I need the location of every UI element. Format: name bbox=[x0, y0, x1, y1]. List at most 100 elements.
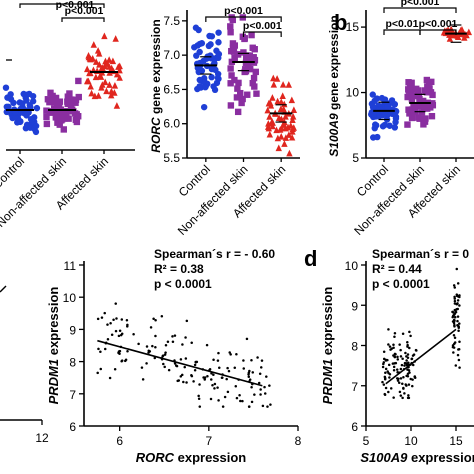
data-point bbox=[234, 108, 242, 116]
data-point bbox=[19, 100, 26, 107]
data-point bbox=[239, 399, 242, 403]
data-point bbox=[96, 371, 99, 375]
data-point bbox=[29, 98, 37, 105]
data-point bbox=[387, 343, 390, 346]
data-point bbox=[269, 403, 272, 406]
data-point bbox=[419, 97, 427, 105]
x-tick-label: 12 bbox=[35, 431, 49, 445]
data-point bbox=[192, 380, 195, 383]
data-point bbox=[429, 100, 436, 107]
data-point bbox=[96, 61, 103, 68]
data-point bbox=[247, 373, 250, 376]
data-point bbox=[407, 361, 410, 365]
y-tick-label: 10 bbox=[346, 86, 360, 100]
data-point bbox=[92, 58, 100, 65]
data-point bbox=[387, 328, 390, 331]
data-point bbox=[278, 133, 285, 140]
data-point bbox=[381, 365, 385, 369]
data-point bbox=[29, 92, 37, 100]
data-point bbox=[381, 380, 384, 384]
data-point bbox=[229, 353, 232, 356]
data-point bbox=[215, 29, 222, 36]
data-point bbox=[454, 364, 458, 367]
data-point bbox=[269, 94, 276, 101]
data-point bbox=[261, 404, 265, 408]
data-point bbox=[103, 87, 110, 95]
data-point bbox=[213, 387, 216, 390]
data-point bbox=[152, 317, 155, 320]
data-point bbox=[50, 105, 58, 112]
data-point bbox=[457, 26, 464, 34]
data-point bbox=[227, 102, 235, 109]
data-point bbox=[233, 366, 237, 369]
data-point bbox=[149, 326, 153, 329]
data-point bbox=[175, 364, 179, 368]
data-point bbox=[217, 399, 220, 402]
y-tick-label: 9 bbox=[69, 323, 76, 337]
data-point bbox=[458, 322, 461, 325]
data-point bbox=[453, 315, 457, 319]
data-point bbox=[151, 344, 154, 348]
data-point bbox=[117, 334, 121, 338]
data-point bbox=[406, 110, 413, 117]
data-point bbox=[259, 388, 262, 391]
data-point bbox=[289, 113, 297, 120]
data-point bbox=[382, 350, 386, 354]
data-point bbox=[241, 399, 244, 403]
data-point bbox=[270, 74, 277, 82]
data-point bbox=[413, 85, 420, 93]
data-point bbox=[212, 373, 215, 377]
data-point bbox=[408, 114, 416, 122]
data-point bbox=[263, 385, 266, 389]
data-point bbox=[407, 383, 411, 386]
data-point bbox=[233, 94, 241, 101]
data-point bbox=[64, 93, 72, 100]
data-point bbox=[22, 110, 30, 118]
data-point bbox=[392, 343, 395, 346]
y-tick-label: 7.0 bbox=[163, 48, 180, 62]
data-point bbox=[399, 377, 403, 380]
data-point bbox=[260, 359, 264, 362]
data-point bbox=[398, 343, 401, 346]
y-axis-rest: gene expression bbox=[327, 15, 341, 110]
data-point bbox=[456, 353, 460, 357]
data-point bbox=[75, 113, 82, 120]
data-point bbox=[154, 334, 157, 338]
y-tick-label: 6 bbox=[351, 420, 358, 434]
data-point bbox=[132, 333, 135, 336]
data-point bbox=[458, 366, 461, 369]
data-point bbox=[99, 64, 106, 71]
data-point bbox=[231, 42, 239, 49]
data-point bbox=[398, 390, 402, 394]
data-point bbox=[114, 329, 118, 333]
data-point bbox=[109, 57, 117, 65]
data-point bbox=[228, 351, 231, 354]
data-point bbox=[415, 92, 423, 100]
data-point bbox=[231, 76, 238, 84]
data-point bbox=[393, 362, 396, 365]
data-point bbox=[250, 359, 253, 362]
data-point bbox=[115, 317, 118, 320]
data-point bbox=[267, 99, 274, 106]
data-point bbox=[179, 375, 183, 378]
data-point bbox=[116, 66, 123, 74]
data-point bbox=[280, 120, 287, 128]
data-point bbox=[181, 343, 184, 346]
y-tick-label: 5 bbox=[352, 151, 359, 165]
data-point bbox=[289, 116, 296, 123]
data-point bbox=[108, 376, 112, 380]
y-tick-label: 10 bbox=[63, 291, 77, 305]
data-point bbox=[126, 325, 129, 328]
data-point bbox=[448, 31, 456, 39]
data-point bbox=[392, 365, 396, 369]
x-tick-label: 7 bbox=[205, 434, 212, 448]
data-point bbox=[395, 368, 399, 371]
data-point bbox=[413, 376, 417, 379]
data-point bbox=[386, 370, 389, 373]
y-axis-title: RORC gene expression bbox=[149, 19, 163, 152]
data-point bbox=[408, 346, 411, 350]
data-point bbox=[383, 377, 387, 381]
x-tick-label: 8 bbox=[295, 434, 302, 448]
